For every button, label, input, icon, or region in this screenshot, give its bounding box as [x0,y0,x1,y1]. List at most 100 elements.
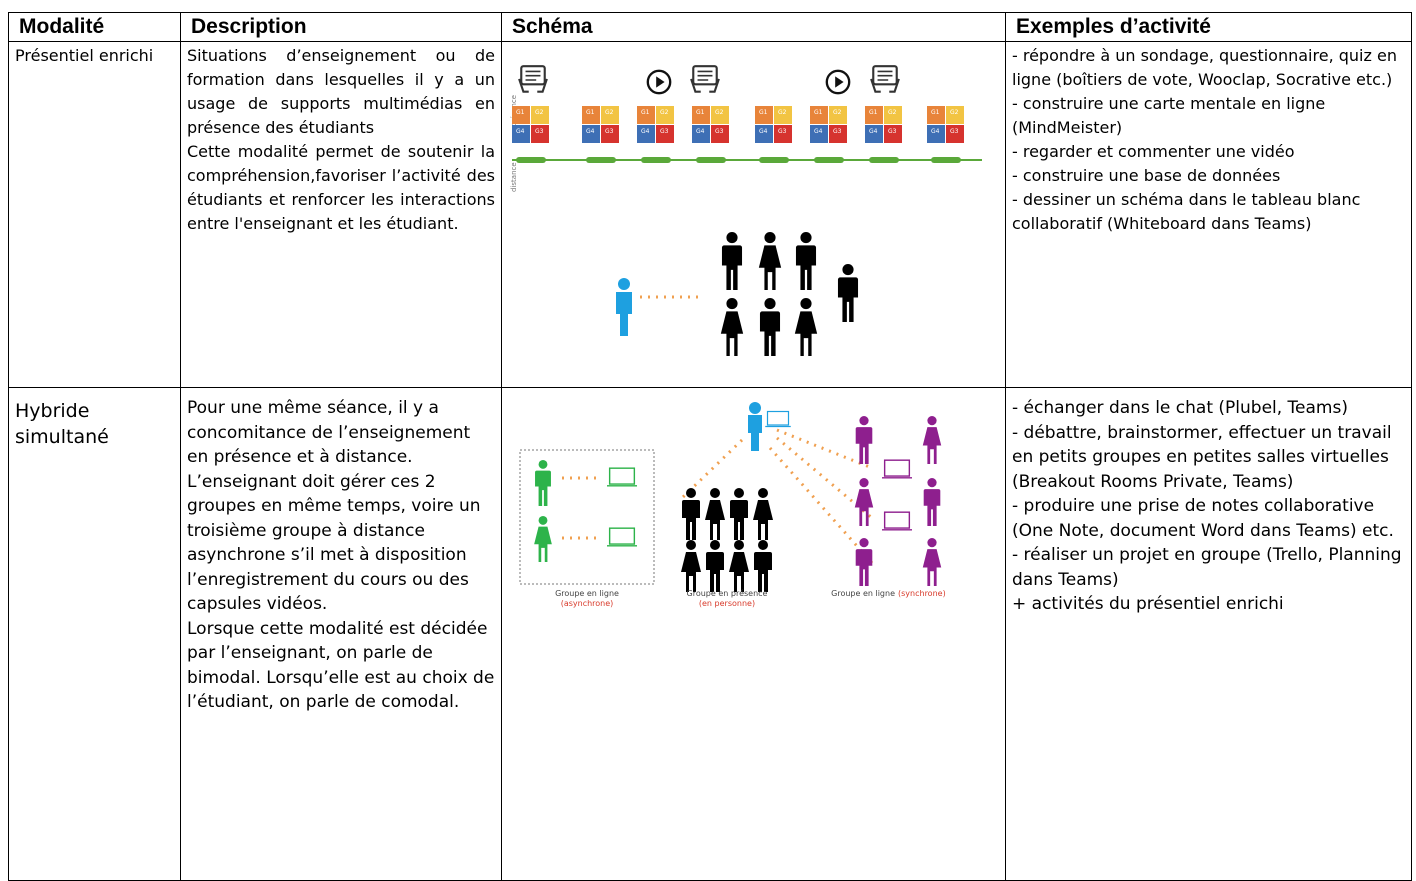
group-label: G2 [778,109,787,116]
group-label: G2 [715,109,724,116]
caption-note: (en personne) [699,599,755,608]
group-block [927,125,945,143]
row: Hybride simultané Pour une même séance, … [8,387,1412,881]
group-label: G4 [641,128,650,135]
group-label: G1 [516,109,525,116]
paragraph: (Breakout Rooms Private, Teams) [1012,471,1294,492]
group-block [637,106,655,124]
group-label: G1 [759,109,768,116]
axis-label: distance [510,162,518,192]
group-block [637,125,655,143]
schema-figure: présence distance G1G2G4G3G1G2G4G3G1G2G4… [510,65,982,356]
caption: Groupe en ligne [555,589,619,598]
group-block [601,106,619,124]
header-cell: Exemples d’activité [1005,12,1412,42]
examples: - échanger dans le chat (Plubel, Teams) -… [1005,387,1412,881]
group-block [810,125,828,143]
session-marker [759,157,789,163]
caption: Groupe en ligne [831,589,895,598]
row: Présentiel enrichi Situations d’enseigne… [8,41,1412,388]
examples: - répondre à un sondage, questionnaire, … [1005,41,1412,388]
paragraph: + activités du présentiel enrichi [1012,594,1284,614]
group-label: G4 [869,128,878,135]
group-label: G3 [715,128,724,135]
group-label: G2 [535,109,544,116]
group-block [946,106,964,124]
session-marker [586,157,616,163]
group-block [601,125,619,143]
session-marker [931,157,961,163]
caption-note: (asynchrone) [561,599,614,608]
group-label: G1 [641,109,650,116]
group-block [692,106,710,124]
paragraph: - réaliser un projet en groupe (Trello, … [1012,545,1402,590]
group-block [829,125,847,143]
group-label: G2 [950,109,959,116]
group-block [755,125,773,143]
group-block [927,106,945,124]
group-block [692,125,710,143]
group-block [884,106,902,124]
group-block [755,106,773,124]
group-block [865,106,883,124]
group-label: G4 [814,128,823,135]
group-block [884,125,902,143]
group-block [512,106,530,124]
group-block [656,125,674,143]
group-label: G3 [605,128,614,135]
header-cell: Schéma [501,12,1006,42]
group-label: G4 [586,128,595,135]
description: Pour une même séance, il y a concomitanc… [180,387,502,881]
group-label: G3 [833,128,842,135]
paragraph: - construire une carte mentale en ligne … [1012,94,1326,137]
paragraph: Situations d’enseignement ou de formatio… [187,46,495,137]
paragraph: - répondre à un sondage, questionnaire, … [1012,46,1397,89]
paragraph: - dessiner un schéma dans le tableau bla… [1012,190,1361,233]
header-cell: Modalité [8,12,181,42]
paragraph: Lorsque cette modalité est décidée par l… [187,618,495,713]
group-block [711,106,729,124]
group-label: G3 [778,128,787,135]
schema: Groupe en ligne (asynchrone) Groupe en p… [501,387,1006,881]
group-block [512,125,530,143]
group-label: G1 [586,109,595,116]
group-label: G2 [888,109,897,116]
group-label: G1 [931,109,940,116]
group-label: G4 [759,128,768,135]
group-label: G4 [931,128,940,135]
paragraph: - regarder et commenter une vidéo [1012,142,1295,161]
caption: Groupe en présence [687,588,768,598]
schema: présence distance G1G2G4G3G1G2G4G3G1G2G4… [501,41,1006,388]
group-label: G2 [833,109,842,116]
session-marker [696,157,726,163]
group-label: G1 [696,109,705,116]
group-block [810,106,828,124]
group-label: G4 [516,128,525,135]
description: Situations d’enseignement ou de formatio… [180,41,502,388]
paragraph: Cette modalité permet de soutenir la com… [187,142,495,233]
group-block [774,106,792,124]
modality: Présentiel enrichi [8,41,181,388]
paragraph: - débattre, brainstormer, effectuer un t… [1012,422,1392,468]
group-label: G3 [535,128,544,135]
caption-note: (synchrone) [898,589,946,598]
group-label: G2 [605,109,614,116]
session-marker [869,157,899,163]
group-block [656,106,674,124]
group-label: G4 [696,128,705,135]
group-label: G3 [660,128,669,135]
group-label: G2 [660,109,669,116]
captions: Groupe en ligne (asynchrone) Groupe en p… [555,588,946,608]
header-row: Modalité Description Schéma Exemples d’a… [8,12,1412,42]
group-block [582,106,600,124]
schema-figure: Groupe en ligne (asynchrone) Groupe en p… [519,402,946,608]
group-label: G1 [814,109,823,116]
group-block [946,125,964,143]
group-label: G3 [888,128,897,135]
group-block [711,125,729,143]
paragraph: Pour une même séance, il y a concomitanc… [187,398,481,614]
header-cell: Description [180,12,502,42]
group-block [531,125,549,143]
group-block [829,106,847,124]
group-label: G1 [869,109,878,116]
